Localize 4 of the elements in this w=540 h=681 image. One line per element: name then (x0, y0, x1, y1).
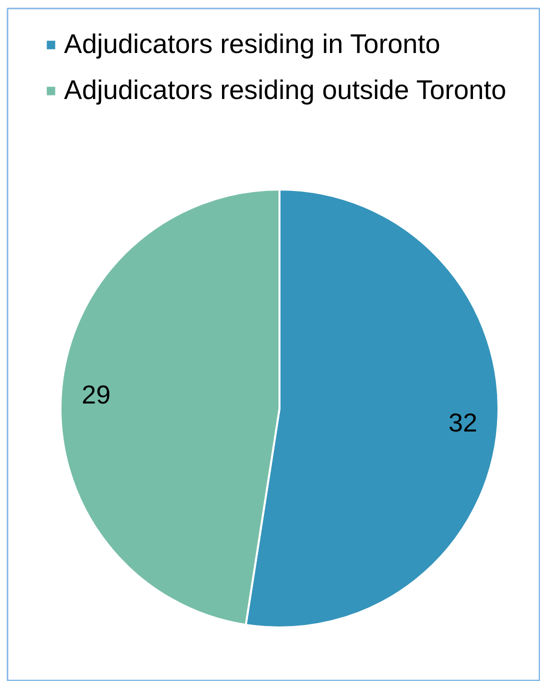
data-label: 32 (448, 408, 478, 438)
legend-label: Adjudicators residing in Toronto (64, 29, 440, 60)
legend-label: Adjudicators residing outside Toronto (64, 75, 506, 106)
data-label: 29 (82, 379, 111, 410)
